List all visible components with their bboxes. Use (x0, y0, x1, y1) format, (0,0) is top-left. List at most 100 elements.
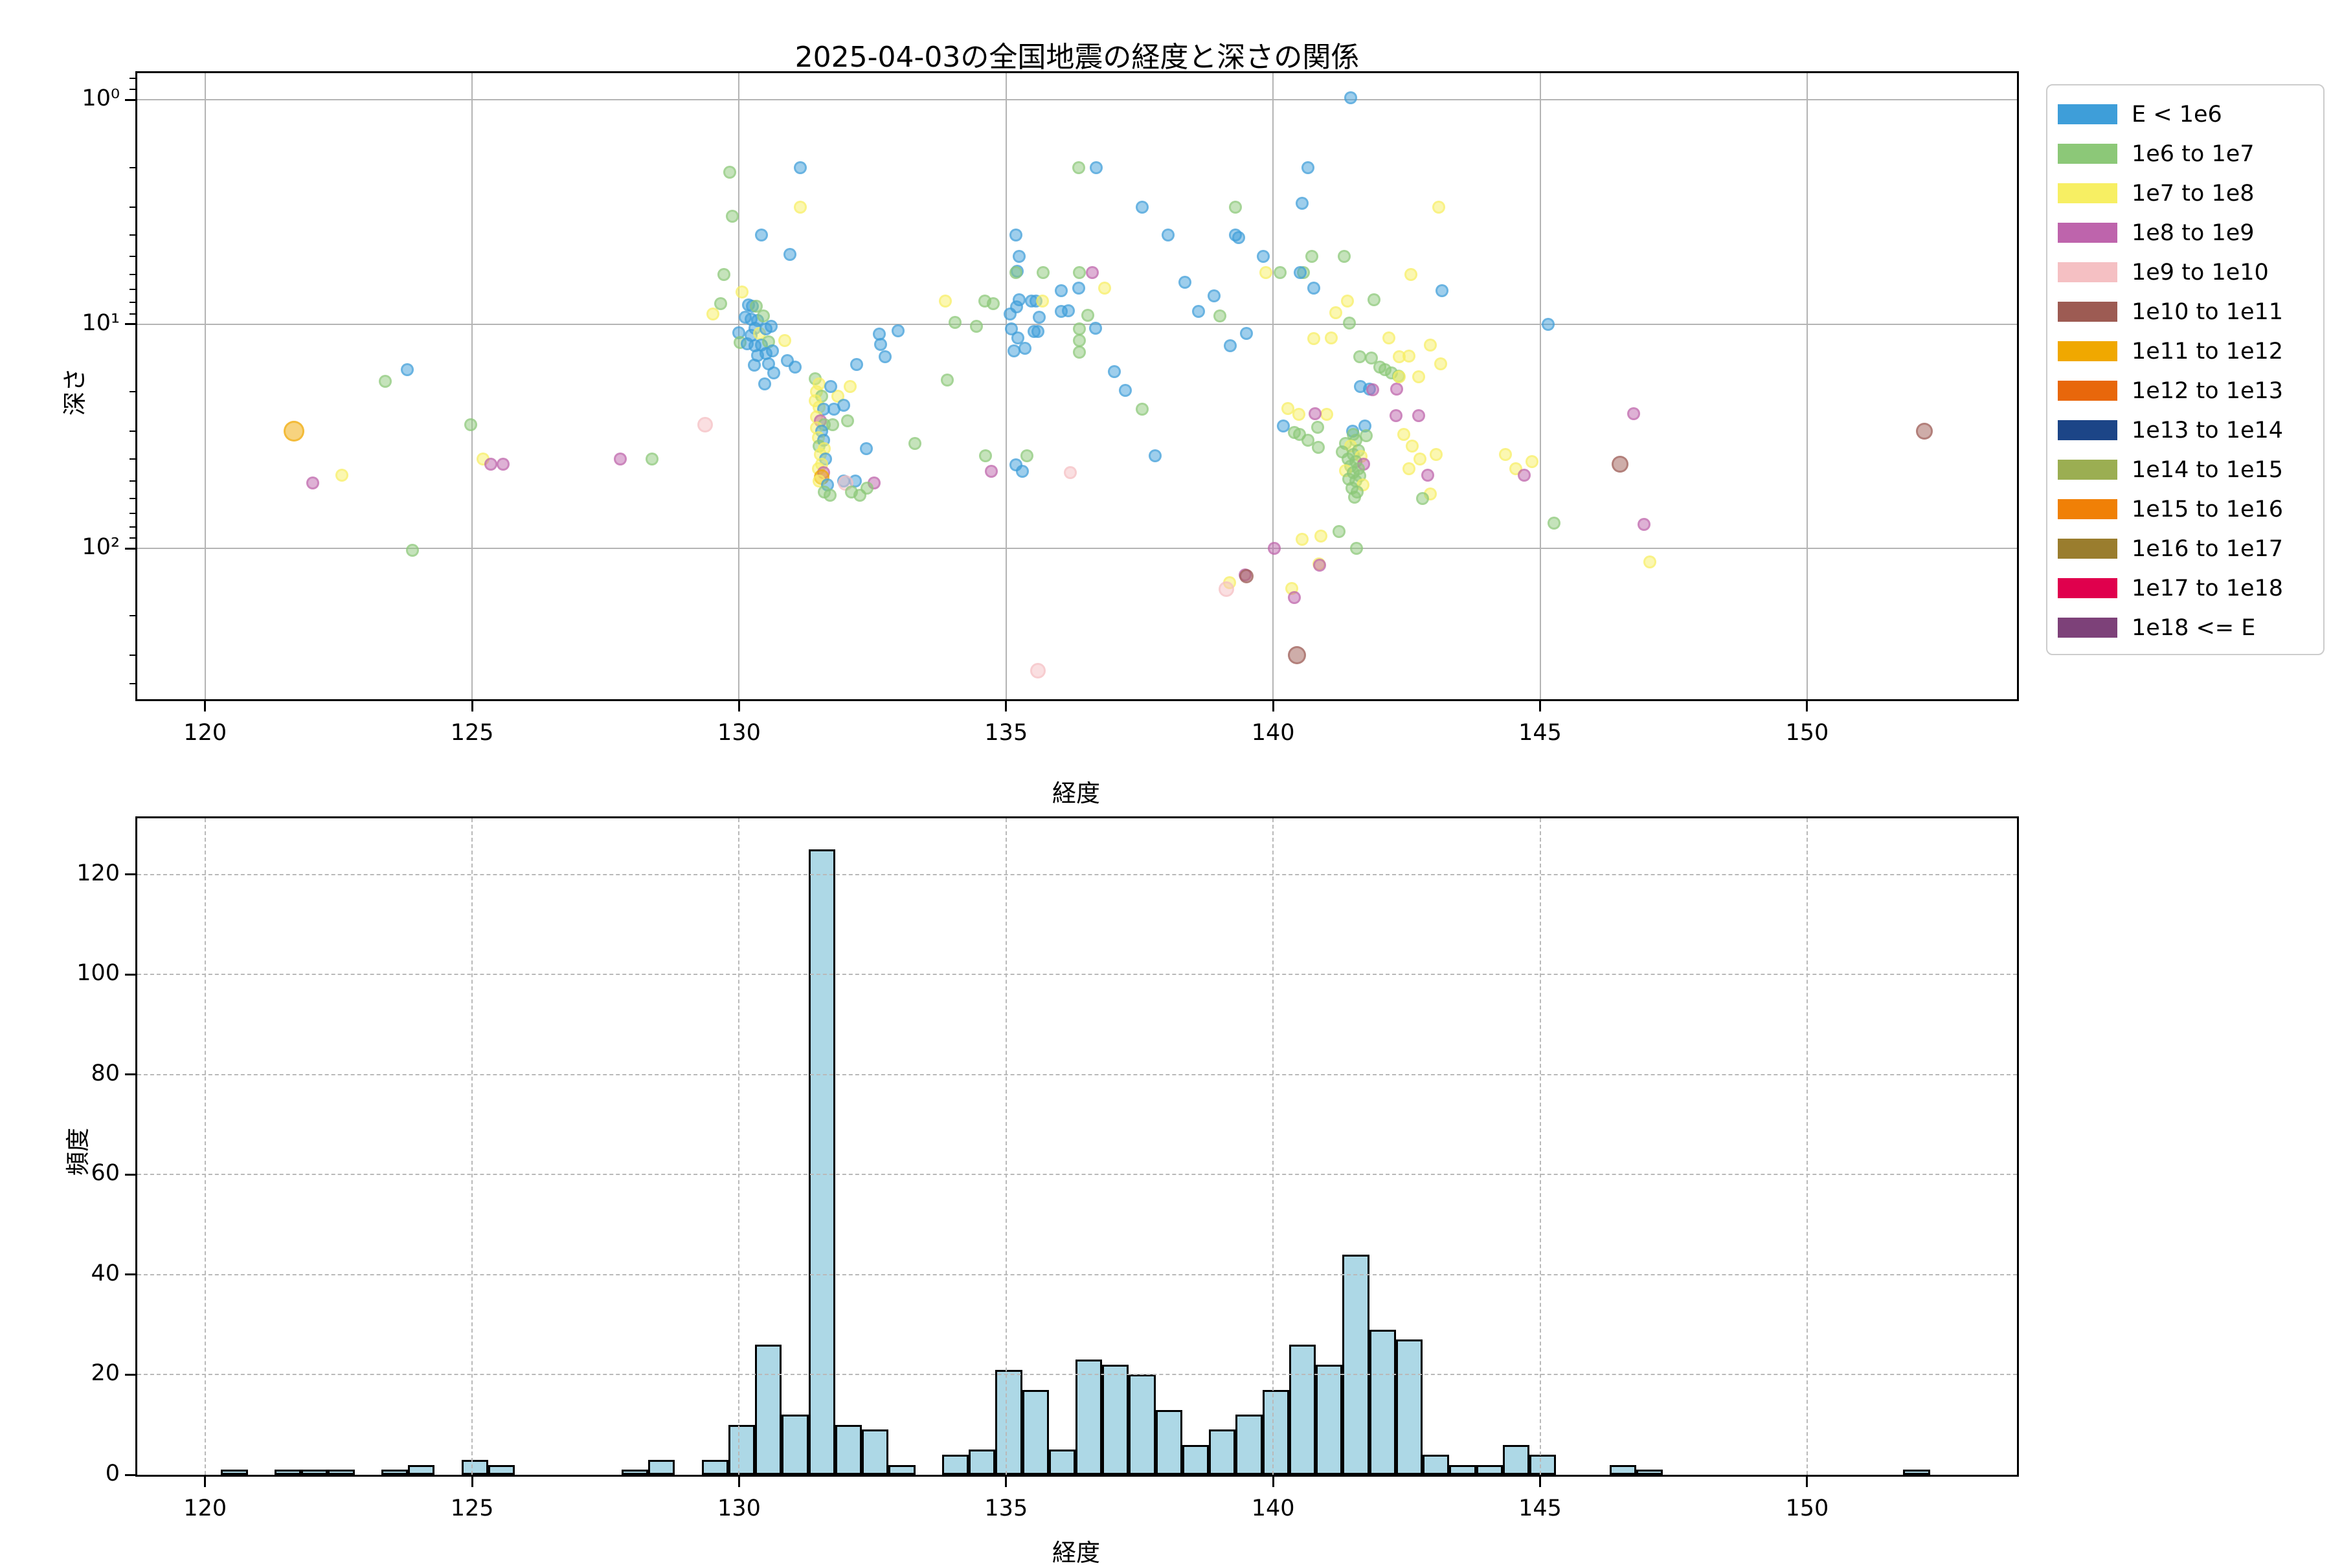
scatter-point (1309, 407, 1322, 421)
histogram-bar (1609, 1464, 1636, 1475)
histogram-x-axis-label: 経度 (1052, 1539, 1100, 1567)
scatter-point (1085, 266, 1099, 280)
y-minor-tick (130, 256, 135, 258)
y-major-tick (125, 1373, 135, 1376)
legend-item-7: 1e12 to 1e13 (2058, 371, 2323, 410)
legend-label: 1e12 to 1e13 (2132, 377, 2284, 404)
histogram-bar (1102, 1365, 1129, 1475)
y-major-tick (125, 1473, 135, 1476)
histogram-bar (622, 1470, 649, 1475)
y-minor-tick (130, 313, 135, 315)
histogram-bar (1316, 1365, 1343, 1475)
scatter-point (1368, 293, 1381, 307)
scatter-point (749, 299, 763, 313)
scatter-point (1612, 455, 1629, 473)
x-tick-label: 125 (450, 1495, 494, 1521)
histogram-bar (995, 1369, 1022, 1475)
histogram-bar (835, 1424, 862, 1475)
scatter-point (1413, 453, 1426, 466)
histogram-bar (1636, 1470, 1663, 1475)
x-tick-label: 150 (1785, 1495, 1829, 1521)
histogram-bar (1155, 1409, 1182, 1475)
legend-swatch-icon (2058, 144, 2117, 164)
y-tick-label: 60 (91, 1160, 120, 1187)
histogram-bar (1129, 1374, 1156, 1475)
histogram-bar (701, 1459, 728, 1475)
y-major-tick (125, 98, 135, 101)
y-minor-tick (130, 431, 135, 432)
scatter-point (1314, 529, 1328, 543)
scatter-point (1541, 317, 1555, 331)
scatter-point (874, 337, 887, 351)
legend-swatch-icon (2058, 223, 2117, 243)
scatter-point (1108, 365, 1121, 379)
histogram-bar (1209, 1429, 1236, 1475)
scatter-y-axis-label: 深さ (61, 368, 89, 416)
scatter-point (823, 489, 837, 502)
scatter-point (1349, 542, 1363, 555)
legend-label: 1e16 to 1e17 (2132, 535, 2284, 562)
scatter-point (1547, 516, 1560, 530)
scatter-x-axis-label: 経度 (1052, 779, 1100, 807)
scatter-point (984, 465, 998, 478)
scatter-point (1432, 200, 1445, 214)
x-gridline (1539, 818, 1541, 1475)
scatter-point (837, 399, 851, 412)
y-minor-tick (130, 682, 135, 684)
scatter-point (1256, 250, 1270, 263)
scatter-point (840, 414, 854, 428)
scatter-point (401, 363, 414, 377)
scatter-point (1416, 492, 1430, 506)
legend-item-0: E < 1e6 (2058, 95, 2323, 134)
scatter-point (1325, 331, 1338, 344)
legend-swatch-icon (2058, 302, 2117, 322)
legend-item-3: 1e8 to 1e9 (2058, 213, 2323, 252)
x-gridline (1806, 73, 1808, 699)
scatter-point (714, 297, 727, 311)
scatter-point (938, 295, 952, 308)
y-gridline (137, 1273, 2017, 1275)
y-minor-tick (130, 513, 135, 515)
histogram-bar (755, 1345, 782, 1475)
legend-label: 1e15 to 1e16 (2132, 496, 2284, 522)
scatter-point (1366, 383, 1379, 396)
x-gridline (204, 73, 206, 699)
legend-swatch-icon (2058, 420, 2117, 440)
scatter-point (794, 161, 807, 174)
y-minor-tick (130, 302, 135, 304)
x-tick-label: 140 (1251, 1495, 1295, 1521)
histogram-bar (1502, 1444, 1530, 1475)
histogram-bar (1395, 1339, 1423, 1475)
scatter-point (1009, 266, 1023, 280)
y-minor-tick (130, 526, 135, 528)
scatter-point (1333, 524, 1346, 538)
legend-item-12: 1e17 to 1e18 (2058, 568, 2323, 608)
x-gridline (1005, 818, 1007, 1475)
y-tick-label: 0 (105, 1461, 120, 1486)
scatter-point (1353, 350, 1366, 364)
x-tick-label: 120 (183, 1495, 227, 1521)
y-tick-label: 10¹ (82, 309, 120, 336)
scatter-point (1498, 447, 1512, 461)
legend-swatch-icon (2058, 262, 2117, 282)
histogram-bar (648, 1459, 675, 1475)
scatter-point (789, 360, 802, 374)
scatter-point (1054, 284, 1068, 298)
scatter-point (1305, 250, 1319, 263)
scatter-point (1412, 370, 1426, 384)
histogram-bar (808, 849, 835, 1475)
scatter-point (1435, 284, 1448, 298)
scatter-point (892, 324, 905, 337)
y-gridline (137, 1374, 2017, 1376)
scatter-point (379, 375, 392, 388)
x-major-tick (1806, 701, 1808, 711)
legend-label: 1e14 to 1e15 (2132, 456, 2284, 483)
x-tick-label: 130 (717, 1495, 761, 1521)
scatter-point (1429, 447, 1443, 461)
histogram-plot-area (135, 816, 2019, 1477)
histogram-bar (941, 1455, 969, 1475)
y-gridline (137, 873, 2017, 875)
legend-item-4: 1e9 to 1e10 (2058, 252, 2323, 292)
x-major-tick (1539, 701, 1542, 711)
y-tick-label: 80 (91, 1060, 120, 1086)
